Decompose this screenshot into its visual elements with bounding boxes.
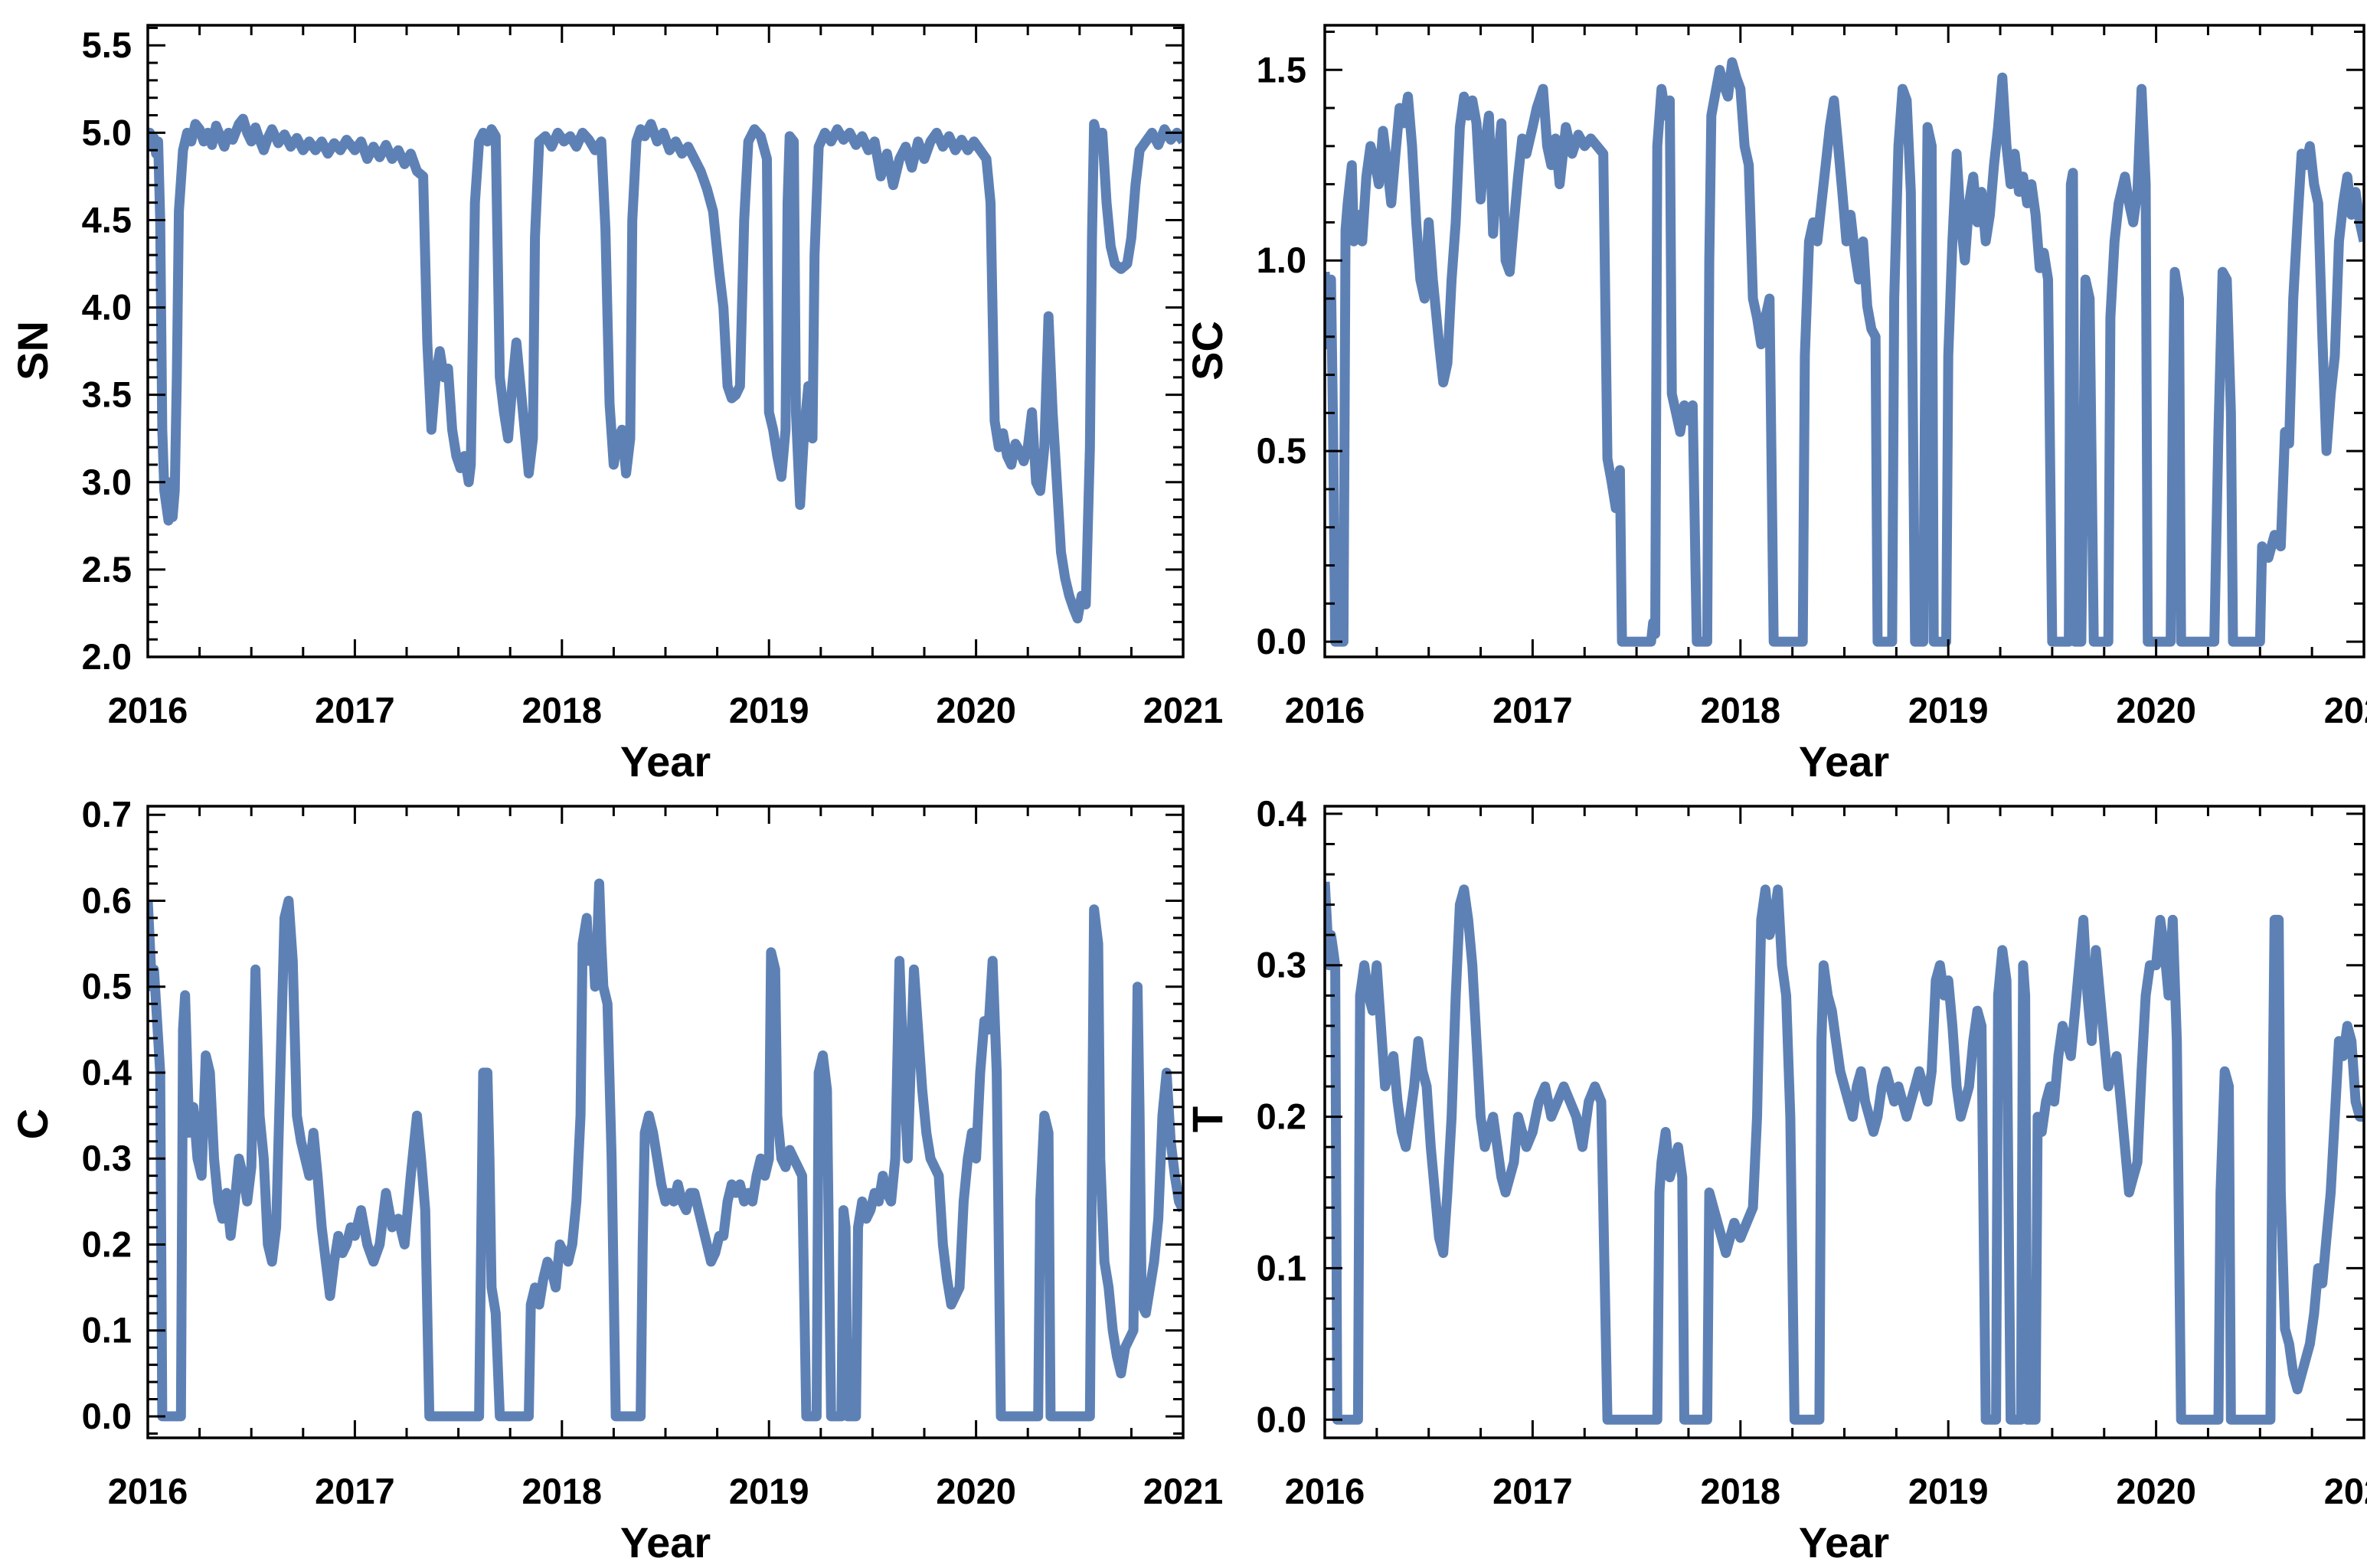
x-tick-label: 2016 (108, 1471, 188, 1511)
sn-y-axis-label: SN (8, 321, 57, 381)
c-y-axis-label: C (8, 1109, 57, 1139)
y-tick-label: 0.4 (82, 1052, 132, 1093)
x-tick-label: 2018 (1701, 1471, 1781, 1511)
x-tick-label: 2017 (1492, 690, 1573, 730)
x-tick-label: 2020 (936, 690, 1016, 730)
series-line-t (1325, 881, 2364, 1425)
y-tick-label: 0.4 (1257, 793, 1306, 834)
panel-c: 2016 2017 2018 2019 2020 2021 0.0 0.1 0.2 0.3 0.4 0… (82, 794, 1224, 1511)
y-tick-label: 3.0 (82, 462, 132, 502)
ticks (1323, 806, 2365, 1438)
y-tick-label: 0.7 (82, 794, 132, 835)
c-x-axis-label: Year (620, 1518, 711, 1566)
sn-x-axis-label: Year (620, 737, 711, 786)
x-tick-label: 2018 (522, 690, 603, 730)
x-tick-label: 2021 (1143, 1471, 1224, 1511)
y-tick-label: 1.0 (1257, 240, 1306, 280)
plot-frame (146, 24, 1185, 658)
x-tick-label: 2016 (1285, 690, 1365, 730)
y-tick-label: 0.5 (82, 966, 132, 1007)
x-tick-label: 2019 (1908, 690, 1989, 730)
t-y-axis-label: T (1183, 1106, 1231, 1132)
y-tick-label: 2.5 (82, 549, 132, 590)
x-tick-label: 2018 (522, 1471, 603, 1511)
sc-x-axis-label: Year (1799, 737, 1889, 786)
x-tick-label: 2018 (1701, 690, 1781, 730)
x-tick-label: 2017 (1492, 1471, 1573, 1511)
y-tick-label: 0.2 (82, 1223, 132, 1264)
x-tick-label: 2017 (315, 690, 395, 730)
series-line-c (148, 878, 1183, 1422)
x-tick-label: 2021 (1143, 690, 1224, 730)
x-tick-label: 2020 (2116, 690, 2196, 730)
y-tick-label: 5.0 (82, 112, 132, 152)
y-tick-label: 4.5 (82, 199, 132, 240)
x-tick-label: 2020 (936, 1471, 1016, 1511)
series-line-sn (148, 113, 1183, 624)
y-tick-label: 0.3 (1257, 945, 1306, 985)
y-tick-label: 5.5 (82, 24, 132, 65)
y-tick-label: 0.5 (1257, 430, 1306, 471)
y-tick-label: 0.1 (82, 1310, 132, 1351)
panel-t: 2016 2017 2018 2019 2020 2021 0.0 0.1 0.2 0.3 0.4 (1257, 793, 2367, 1511)
ticks (146, 25, 1185, 658)
ticks (146, 806, 1185, 1438)
panel-sn: 2016 2017 2018 2019 2020 2021 2.0 2.5 3.0 3.5 4.0 4… (82, 24, 1224, 730)
plot-frame (146, 805, 1185, 1439)
y-tick-label: 3.5 (82, 374, 132, 415)
y-tick-label: 0.0 (1257, 1399, 1306, 1439)
x-tick-label: 2020 (2116, 1471, 2196, 1511)
y-tick-label: 0.0 (82, 1396, 132, 1436)
x-tick-label: 2016 (1285, 1471, 1365, 1511)
y-tick-label: 0.0 (1257, 621, 1306, 662)
x-tick-label: 2019 (729, 1471, 809, 1511)
t-x-axis-label: Year (1799, 1518, 1889, 1566)
y-tick-label: 1.5 (1257, 49, 1306, 90)
y-tick-label: 0.6 (82, 880, 132, 920)
y-tick-label: 0.2 (1257, 1096, 1306, 1137)
x-tick-label: 2019 (729, 690, 809, 730)
panel-sc: 2016 2017 2018 2019 2020 2021 0.0 0.5 1.0 1.5 (1257, 24, 2367, 730)
x-tick-label: 2019 (1908, 1471, 1989, 1511)
panels-group: 2016 2017 2018 2019 2020 2021 2.0 2.5 3.0 3.5 4.0 4… (82, 24, 2367, 1511)
y-tick-label: 2.0 (82, 636, 132, 677)
y-tick-label: 0.1 (1257, 1247, 1306, 1288)
x-tick-label: 2016 (108, 690, 188, 730)
x-tick-label: 2017 (315, 1471, 395, 1511)
y-tick-label: 0.3 (82, 1138, 132, 1178)
sc-y-axis-label: SC (1183, 321, 1231, 381)
x-tick-label: 2021 (2324, 690, 2367, 730)
x-tick-label: 2021 (2324, 1471, 2367, 1511)
y-tick-label: 4.0 (82, 287, 132, 328)
ticks (1323, 25, 2365, 657)
series-line-sc (1325, 57, 2364, 647)
